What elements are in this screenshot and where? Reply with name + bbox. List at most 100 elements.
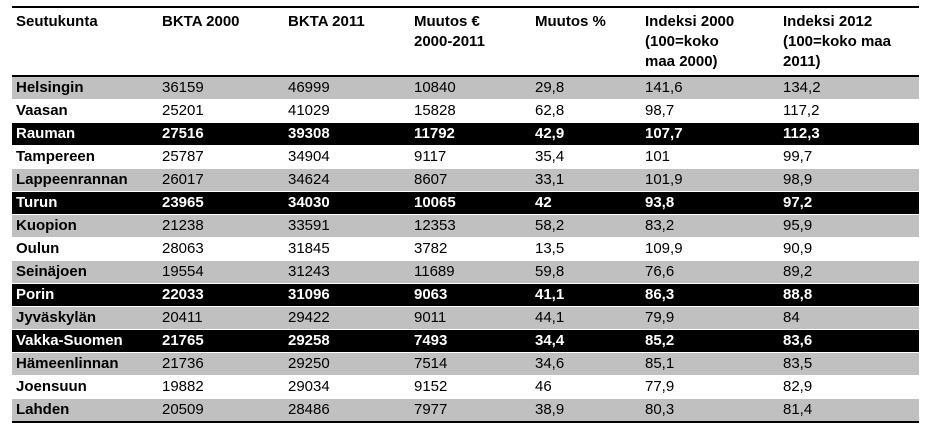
table-row: Lahden 20509 28486 7977 38,9 80,3 81,4 <box>12 398 919 422</box>
cell-indeksi-2000: 101,9 <box>645 171 683 188</box>
cell-muutos-eur: 9117 <box>414 148 447 165</box>
cell-muutos-pct: 46 <box>535 378 552 395</box>
table-row: Helsingin 36159 46999 10840 29,8 141,6 134,2 <box>12 76 919 100</box>
cell-seutukunta: Turun <box>16 194 58 211</box>
header-indeksi-2012: Indeksi 2012 (100=koko maa 2011) <box>779 7 919 77</box>
data-table-container: Seutukunta BKTA 2000 BKTA 2011 Muutos € … <box>12 6 919 423</box>
header-bkta-2000: BKTA 2000 <box>158 7 284 77</box>
table-row: Turun 23965 34030 10065 42 93,8 97,2 <box>12 191 919 215</box>
cell-bkta-2011: 29422 <box>288 309 330 326</box>
cell-seutukunta: Rauman <box>16 125 76 142</box>
cell-indeksi-2012: 98,9 <box>783 171 813 188</box>
cell-indeksi-2012: 88,8 <box>783 286 813 303</box>
cell-bkta-2011: 29250 <box>288 355 330 372</box>
header-row: Seutukunta BKTA 2000 BKTA 2011 Muutos € … <box>12 7 919 77</box>
table-row: Vakka-Suomen 21765 29258 7493 34,4 85,2 83,6 <box>12 329 919 353</box>
cell-muutos-eur: 11792 <box>414 125 455 142</box>
cell-indeksi-2000: 85,2 <box>645 332 675 349</box>
cell-indeksi-2012: 90,9 <box>783 240 813 257</box>
cell-bkta-2000: 36159 <box>162 79 204 96</box>
cell-indeksi-2000: 141,6 <box>645 79 683 96</box>
table-header: Seutukunta BKTA 2000 BKTA 2011 Muutos € … <box>12 7 919 77</box>
header-muutos-pct: Muutos % <box>531 7 641 77</box>
cell-muutos-eur: 15828 <box>414 102 456 119</box>
table-row: Seinäjoen 19554 31243 11689 59,8 76,6 89,2 <box>12 260 919 284</box>
cell-indeksi-2000: 101 <box>645 148 671 165</box>
cell-bkta-2000: 23965 <box>162 194 204 211</box>
header-indeksi-2000: Indeksi 2000 (100=koko maa 2000) <box>641 7 779 77</box>
header-muutos-eur: Muutos € 2000-2011 <box>410 7 531 77</box>
cell-seutukunta: Oulun <box>16 240 60 257</box>
cell-bkta-2011: 34030 <box>288 194 330 211</box>
cell-bkta-2000: 21736 <box>162 355 204 372</box>
cell-muutos-eur: 12353 <box>414 217 456 234</box>
cell-muutos-pct: 29,8 <box>535 79 565 96</box>
cell-bkta-2000: 21238 <box>162 217 204 234</box>
cell-seutukunta: Jyväskylän <box>16 309 97 326</box>
cell-indeksi-2000: 107,7 <box>645 125 683 142</box>
cell-muutos-pct: 59,8 <box>535 263 565 280</box>
cell-bkta-2000: 22033 <box>162 286 204 303</box>
cell-indeksi-2012: 117,2 <box>783 102 820 119</box>
regional-gdp-table: Seutukunta BKTA 2000 BKTA 2011 Muutos € … <box>12 6 919 423</box>
cell-muutos-pct: 34,4 <box>535 332 565 349</box>
cell-muutos-eur: 3782 <box>414 240 448 257</box>
cell-seutukunta: Seinäjoen <box>16 263 87 280</box>
cell-muutos-eur: 7977 <box>414 401 448 418</box>
cell-muutos-eur: 9152 <box>414 378 448 395</box>
cell-seutukunta: Joensuun <box>16 378 87 395</box>
cell-indeksi-2012: 95,9 <box>783 217 813 234</box>
cell-seutukunta: Kuopion <box>16 217 77 234</box>
cell-indeksi-2000: 83,2 <box>645 217 675 234</box>
cell-muutos-pct: 33,1 <box>535 171 565 188</box>
cell-indeksi-2000: 85,1 <box>645 355 675 372</box>
cell-bkta-2000: 19554 <box>162 263 204 280</box>
cell-muutos-pct: 13,5 <box>535 240 565 257</box>
cell-indeksi-2012: 112,3 <box>783 125 820 142</box>
table-row: Oulun 28063 31845 3782 13,5 109,9 90,9 <box>12 237 919 261</box>
cell-bkta-2011: 39308 <box>288 125 330 142</box>
cell-indeksi-2000: 80,3 <box>645 401 675 418</box>
cell-muutos-eur: 11689 <box>414 263 455 280</box>
table-row: Lappeenrannan 26017 34624 8607 33,1 101,9 98,9 <box>12 168 919 192</box>
cell-indeksi-2000: 76,6 <box>645 263 675 280</box>
cell-seutukunta: Lahden <box>16 401 70 418</box>
cell-bkta-2000: 25787 <box>162 148 204 165</box>
cell-muutos-eur: 10840 <box>414 79 456 96</box>
cell-indeksi-2000: 79,9 <box>645 309 675 326</box>
cell-bkta-2011: 31845 <box>288 240 330 257</box>
cell-indeksi-2012: 99,7 <box>783 148 813 165</box>
cell-bkta-2011: 34904 <box>288 148 330 165</box>
table-row: Kuopion 21238 33591 12353 58,2 83,2 95,9 <box>12 214 919 238</box>
cell-muutos-eur: 9011 <box>414 309 447 326</box>
header-bkta-2011: BKTA 2011 <box>284 7 410 77</box>
cell-bkta-2011: 41029 <box>288 102 330 119</box>
cell-bkta-2011: 34624 <box>288 171 330 188</box>
cell-bkta-2000: 19882 <box>162 378 204 395</box>
cell-muutos-eur: 8607 <box>414 171 448 188</box>
cell-muutos-eur: 10065 <box>414 194 456 211</box>
cell-bkta-2011: 31096 <box>288 286 330 303</box>
cell-muutos-pct: 44,1 <box>535 309 565 326</box>
cell-bkta-2011: 29258 <box>288 332 330 349</box>
cell-indeksi-2012: 89,2 <box>783 263 813 280</box>
cell-muutos-eur: 9063 <box>414 286 448 303</box>
cell-muutos-pct: 35,4 <box>535 148 565 165</box>
cell-indeksi-2000: 109,9 <box>645 240 683 257</box>
cell-indeksi-2000: 77,9 <box>645 378 675 395</box>
table-row: Joensuun 19882 29034 9152 46 77,9 82,9 <box>12 375 919 399</box>
cell-bkta-2000: 27516 <box>162 125 204 142</box>
cell-bkta-2011: 31243 <box>288 263 330 280</box>
cell-seutukunta: Vakka-Suomen <box>16 332 123 349</box>
cell-bkta-2011: 28486 <box>288 401 330 418</box>
cell-seutukunta: Porin <box>16 286 55 303</box>
cell-bkta-2000: 20411 <box>162 309 203 326</box>
cell-indeksi-2000: 93,8 <box>645 194 675 211</box>
cell-seutukunta: Tampereen <box>16 148 95 165</box>
cell-seutukunta: Helsingin <box>16 79 84 96</box>
cell-bkta-2000: 20509 <box>162 401 204 418</box>
header-seutukunta: Seutukunta <box>12 7 158 77</box>
cell-muutos-pct: 58,2 <box>535 217 565 234</box>
cell-bkta-2000: 28063 <box>162 240 204 257</box>
table-row: Hämeenlinnan 21736 29250 7514 34,6 85,1 83,5 <box>12 352 919 376</box>
